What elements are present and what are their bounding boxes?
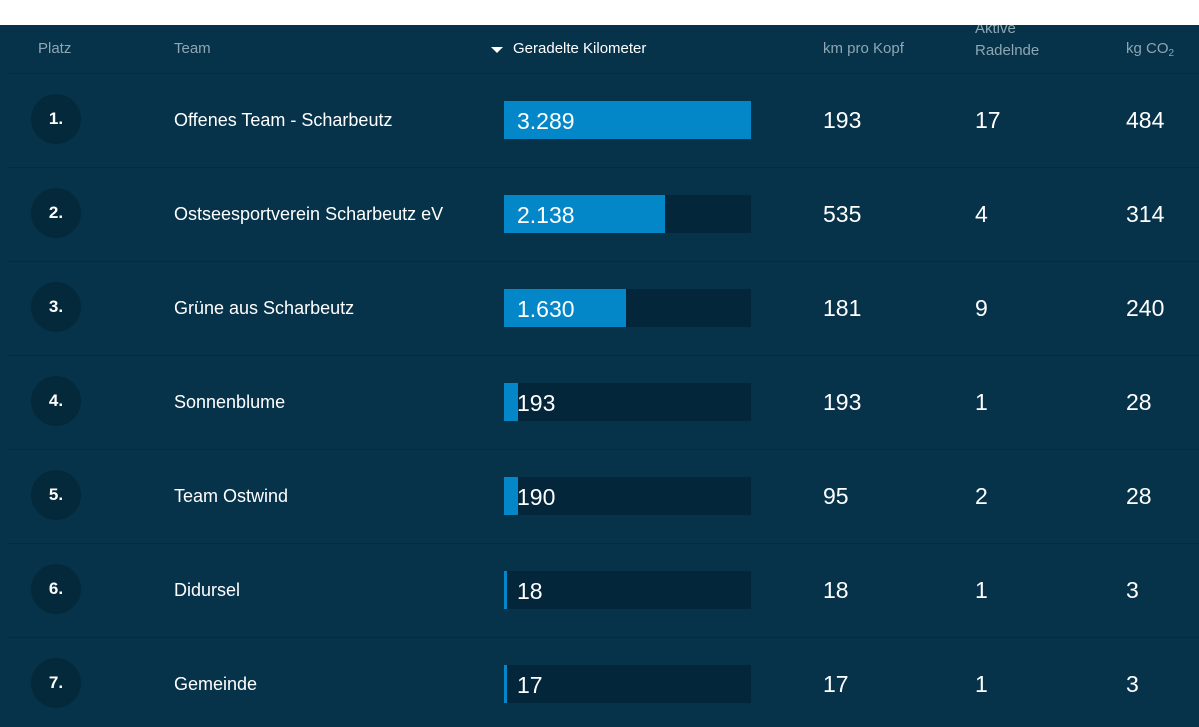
team-name[interactable]: Didursel xyxy=(174,580,241,600)
rank-badge: 2. xyxy=(31,188,81,238)
table-header: Platz Team Geradelte Kilometer km pro Ko… xyxy=(0,25,1199,73)
rank-badge: 6. xyxy=(31,564,81,614)
aktive-radelnde-value: 9 xyxy=(975,295,988,321)
team-name[interactable]: Gemeinde xyxy=(174,674,258,694)
header-km-pro-kopf[interactable]: km pro Kopf xyxy=(823,40,904,57)
header-co2-subscript: 2 xyxy=(1168,48,1175,59)
km-value: 1.630 xyxy=(517,296,575,322)
km-value: 2.138 xyxy=(517,202,575,228)
km-bar: 17 xyxy=(504,665,751,703)
km-bar-fill xyxy=(504,195,665,233)
header-platz[interactable]: Platz xyxy=(38,40,72,57)
km-bar: 2.138 xyxy=(504,195,751,233)
km-bar: 193 xyxy=(504,383,751,421)
km-bar: 190 xyxy=(504,477,751,515)
rank-badge: 4. xyxy=(31,376,81,426)
team-name[interactable]: Sonnenblume xyxy=(174,392,286,412)
km-pro-kopf-value: 17 xyxy=(823,671,849,697)
co2-value: 314 xyxy=(1126,201,1165,227)
co2-value: 28 xyxy=(1126,483,1152,509)
team-name[interactable]: Grüne aus Scharbeutz xyxy=(174,298,355,318)
km-pro-kopf-value: 193 xyxy=(823,107,862,133)
km-bar: 1.630 xyxy=(504,289,751,327)
co2-value: 3 xyxy=(1126,671,1139,697)
row-divider xyxy=(8,449,1199,450)
aktive-radelnde-value: 4 xyxy=(975,201,988,227)
table-row[interactable]: 7. Gemeinde 17 17 1 3 xyxy=(0,637,1199,727)
km-bar-fill xyxy=(504,477,518,515)
km-value: 190 xyxy=(517,484,556,510)
km-pro-kopf-value: 535 xyxy=(823,201,862,227)
rank-badge: 3. xyxy=(31,282,81,332)
table-row[interactable]: 5. Team Ostwind 190 95 2 28 xyxy=(0,449,1199,543)
header-km-label: Geradelte Kilometer xyxy=(513,40,647,57)
header-team[interactable]: Team xyxy=(174,40,211,57)
table-row[interactable]: 6. Didursel 18 18 1 3 xyxy=(0,543,1199,637)
km-bar-fill xyxy=(504,101,751,139)
row-divider xyxy=(8,637,1199,638)
header-aktive-radelnde[interactable]: Aktive Radelnde xyxy=(975,25,1040,59)
km-pro-kopf-value: 181 xyxy=(823,295,862,321)
page-top-strip xyxy=(0,0,1199,25)
team-name[interactable]: Team Ostwind xyxy=(174,486,289,506)
km-pro-kopf-value: 18 xyxy=(823,577,849,603)
sort-desc-icon xyxy=(491,46,503,53)
aktive-radelnde-value: 17 xyxy=(975,107,1001,133)
km-value: 18 xyxy=(517,578,543,604)
km-value: 193 xyxy=(517,390,556,416)
rank-badge: 7. xyxy=(31,658,81,708)
row-divider xyxy=(8,355,1199,356)
header-co2[interactable]: kg CO2 xyxy=(1126,40,1174,59)
co2-value: 240 xyxy=(1126,295,1165,321)
km-bar-fill xyxy=(504,289,626,327)
aktive-radelnde-value: 1 xyxy=(975,577,988,603)
co2-value: 28 xyxy=(1126,389,1152,415)
km-pro-kopf-value: 95 xyxy=(823,483,849,509)
row-divider xyxy=(8,73,1199,74)
header-co2-label: kg CO xyxy=(1126,40,1169,57)
rank-badge: 1. xyxy=(31,94,81,144)
co2-value: 484 xyxy=(1126,107,1165,133)
km-value: 3.289 xyxy=(517,108,575,134)
table-row[interactable]: 3. Grüne aus Scharbeutz 1.630 181 9 240 xyxy=(0,261,1199,355)
km-bar-fill xyxy=(504,665,507,703)
team-name[interactable]: Ostseesportverein Scharbeutz eV xyxy=(174,204,444,224)
row-divider xyxy=(8,543,1199,544)
row-divider xyxy=(8,167,1199,168)
co2-value: 3 xyxy=(1126,577,1139,603)
ranking-table: Platz Team Geradelte Kilometer km pro Ko… xyxy=(0,25,1199,727)
km-pro-kopf-value: 193 xyxy=(823,389,862,415)
team-name[interactable]: Offenes Team - Scharbeutz xyxy=(174,110,393,130)
km-bar: 3.289 xyxy=(504,101,751,139)
row-divider xyxy=(8,261,1199,262)
km-bar-fill xyxy=(504,383,518,421)
table-row[interactable]: 4. Sonnenblume 193 193 1 28 xyxy=(0,355,1199,449)
aktive-radelnde-value: 1 xyxy=(975,671,988,697)
km-bar: 18 xyxy=(504,571,751,609)
aktive-radelnde-value: 1 xyxy=(975,389,988,415)
table-body: 1. Offenes Team - Scharbeutz 3.289 193 17 484… xyxy=(0,73,1199,727)
aktive-radelnde-value: 2 xyxy=(975,483,988,509)
table-row[interactable]: 2. Ostseesportverein Scharbeutz eV 2.138 53… xyxy=(0,167,1199,261)
km-bar-fill xyxy=(504,571,507,609)
table-row[interactable]: 1. Offenes Team - Scharbeutz 3.289 193 17 484 xyxy=(0,73,1199,167)
km-value: 17 xyxy=(517,672,543,698)
rank-badge: 5. xyxy=(31,470,81,520)
header-km-sort[interactable]: Geradelte Kilometer xyxy=(491,40,646,57)
